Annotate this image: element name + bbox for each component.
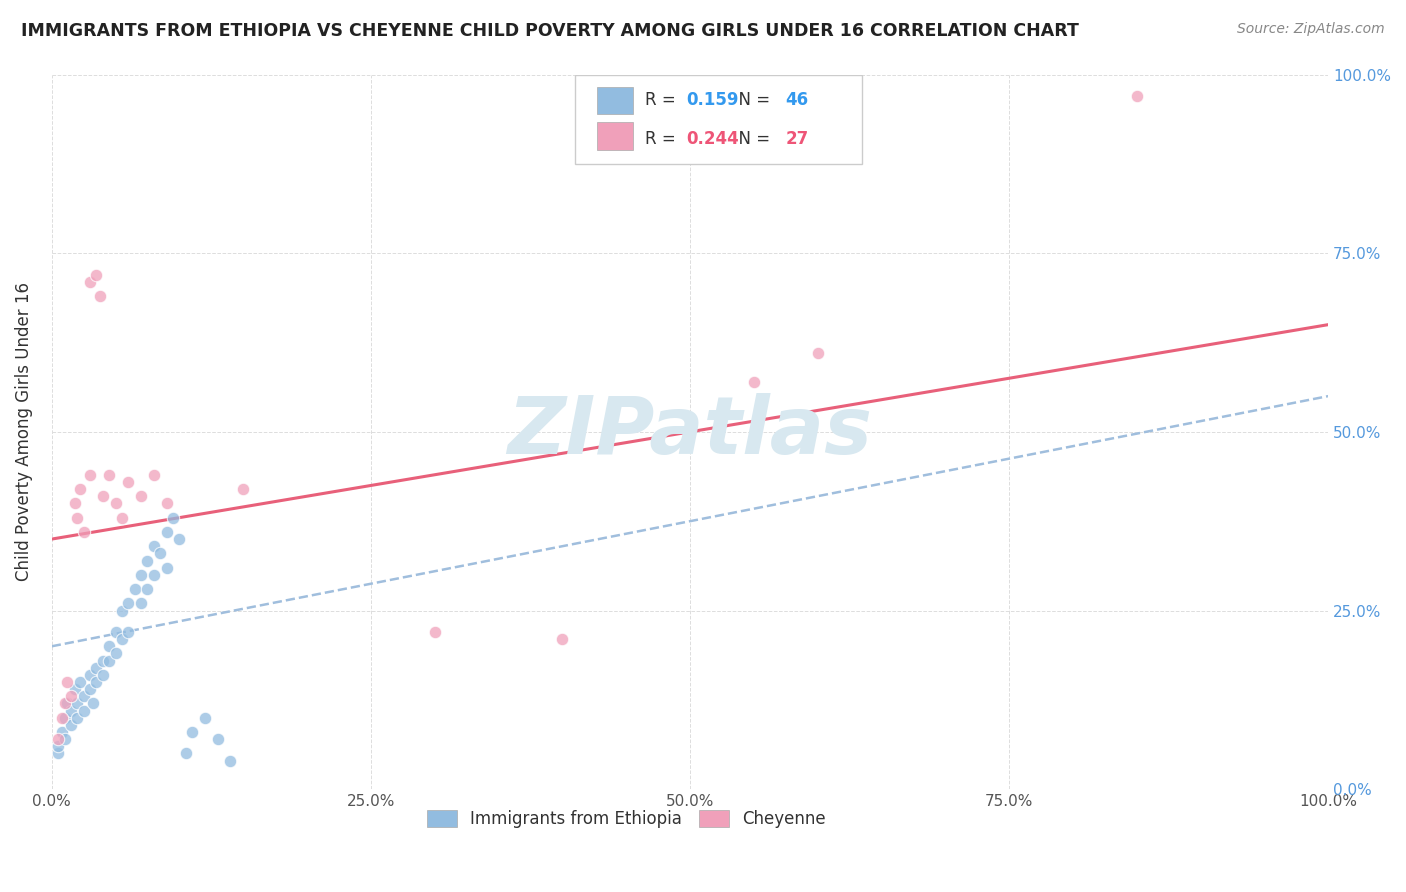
Point: [129, 567, 152, 582]
Point: [46, 747, 69, 761]
Point: [91, 654, 114, 668]
Point: [156, 496, 179, 510]
Text: 0.159: 0.159: [686, 91, 738, 109]
Point: [104, 625, 127, 640]
Text: R =: R =: [645, 130, 682, 148]
Point: [149, 546, 172, 560]
Point: [59, 718, 82, 732]
Point: [63, 682, 86, 697]
Point: [46, 739, 69, 754]
Point: [142, 467, 165, 482]
Text: 46: 46: [786, 91, 808, 109]
Text: IMMIGRANTS FROM ETHIOPIA VS CHEYENNE CHILD POVERTY AMONG GIRLS UNDER 16 CORRELAT: IMMIGRANTS FROM ETHIOPIA VS CHEYENNE CHI…: [21, 22, 1078, 40]
Point: [98, 467, 121, 482]
Point: [98, 654, 121, 668]
Point: [79, 668, 101, 682]
Point: [53, 732, 76, 747]
Point: [117, 475, 139, 489]
Point: [156, 560, 179, 574]
Point: [69, 675, 91, 690]
Point: [117, 596, 139, 610]
Point: [156, 524, 179, 539]
Point: [181, 725, 204, 739]
Y-axis label: Child Poverty Among Girls Under 16: Child Poverty Among Girls Under 16: [15, 283, 32, 582]
Point: [89, 289, 111, 303]
Point: [104, 496, 127, 510]
Point: [51, 711, 73, 725]
Point: [219, 754, 242, 768]
Point: [66, 510, 89, 524]
Point: [73, 524, 96, 539]
Point: [73, 690, 96, 704]
Point: [79, 467, 101, 482]
Point: [63, 496, 86, 510]
Point: [1125, 89, 1147, 103]
Point: [59, 690, 82, 704]
Point: [53, 697, 76, 711]
Point: [169, 532, 191, 546]
Point: [86, 675, 108, 690]
Text: N =: N =: [728, 130, 776, 148]
Point: [56, 697, 79, 711]
FancyBboxPatch shape: [596, 87, 633, 114]
Point: [136, 553, 159, 567]
Point: [66, 711, 89, 725]
Point: [86, 268, 108, 282]
Point: [69, 482, 91, 496]
Text: ZIPatlas: ZIPatlas: [508, 392, 873, 471]
Point: [111, 510, 134, 524]
Text: Source: ZipAtlas.com: Source: ZipAtlas.com: [1237, 22, 1385, 37]
Point: [174, 747, 197, 761]
Point: [66, 697, 89, 711]
Point: [111, 632, 134, 647]
FancyBboxPatch shape: [596, 122, 633, 150]
Point: [59, 704, 82, 718]
Point: [136, 582, 159, 596]
FancyBboxPatch shape: [575, 75, 862, 164]
Point: [51, 725, 73, 739]
Point: [806, 346, 828, 360]
Point: [56, 675, 79, 690]
Point: [79, 682, 101, 697]
Text: 27: 27: [786, 130, 808, 148]
Point: [207, 732, 229, 747]
Point: [551, 632, 574, 647]
Text: N =: N =: [728, 91, 776, 109]
Point: [91, 668, 114, 682]
Point: [124, 582, 146, 596]
Point: [423, 625, 446, 640]
Point: [194, 711, 217, 725]
Text: R =: R =: [645, 91, 682, 109]
Point: [117, 625, 139, 640]
Point: [46, 732, 69, 747]
Point: [104, 647, 127, 661]
Point: [98, 640, 121, 654]
Point: [53, 711, 76, 725]
Point: [86, 661, 108, 675]
Point: [111, 603, 134, 617]
Point: [162, 510, 184, 524]
Point: [142, 539, 165, 553]
Point: [91, 489, 114, 503]
Point: [82, 697, 104, 711]
Point: [79, 275, 101, 289]
Point: [129, 596, 152, 610]
Point: [142, 567, 165, 582]
Point: [73, 704, 96, 718]
Point: [232, 482, 254, 496]
Point: [742, 375, 765, 389]
Legend: Immigrants from Ethiopia, Cheyenne: Immigrants from Ethiopia, Cheyenne: [420, 803, 832, 835]
Point: [129, 489, 152, 503]
Text: 0.244: 0.244: [686, 130, 740, 148]
